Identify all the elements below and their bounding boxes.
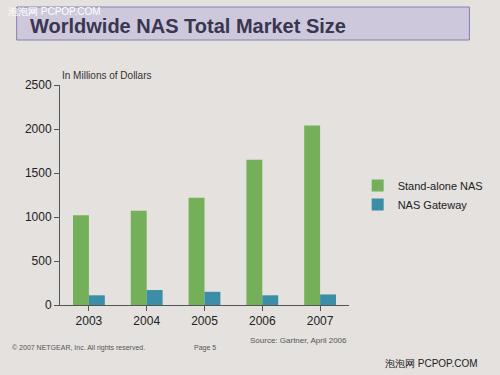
svg-text:In Millions of Dollars: In Millions of Dollars (62, 70, 151, 81)
svg-text:Page 5: Page 5 (194, 344, 216, 352)
svg-text:1000: 1000 (25, 210, 52, 224)
svg-text:泡泡网 PCPOP.COM: 泡泡网 PCPOP.COM (385, 358, 478, 369)
svg-text:NAS Gateway: NAS Gateway (398, 199, 468, 211)
svg-text:Worldwide NAS Total Market Siz: Worldwide NAS Total Market Size (30, 15, 346, 37)
svg-text:2007: 2007 (307, 314, 334, 328)
svg-text:0: 0 (45, 298, 52, 312)
svg-text:泡泡网 PCPOP.COM: 泡泡网 PCPOP.COM (8, 6, 101, 17)
svg-text:2003: 2003 (76, 314, 103, 328)
svg-text:500: 500 (32, 254, 52, 268)
svg-text:1500: 1500 (25, 166, 52, 180)
svg-text:2000: 2000 (25, 122, 52, 136)
svg-text:© 2007 NETGEAR, Inc. All right: © 2007 NETGEAR, Inc. All rights reserved… (12, 344, 145, 352)
svg-text:2004: 2004 (133, 314, 160, 328)
svg-text:2500: 2500 (25, 78, 52, 92)
svg-text:Stand-alone NAS: Stand-alone NAS (398, 180, 483, 192)
svg-text:2005: 2005 (191, 314, 218, 328)
svg-text:Source: Gartner, April 2006: Source: Gartner, April 2006 (250, 336, 347, 345)
svg-text:2006: 2006 (249, 314, 276, 328)
